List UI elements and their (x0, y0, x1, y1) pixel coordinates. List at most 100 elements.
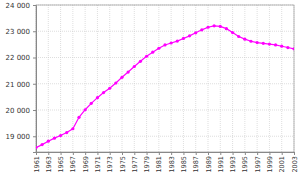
point (188, 34, 191, 37)
grid-line (85, 5, 86, 152)
x-tick-label: 1991 (217, 156, 225, 173)
point (243, 38, 246, 41)
point (237, 35, 240, 38)
point (53, 137, 56, 140)
grid (36, 5, 294, 152)
y-tick-label: 22 000 (6, 54, 31, 62)
x-tick-mark (294, 152, 295, 155)
x-tick-mark (97, 152, 98, 155)
point (77, 116, 80, 119)
x-tick: 1999 (266, 152, 274, 173)
x-tick-mark (257, 152, 258, 155)
point (249, 40, 252, 43)
point (65, 131, 68, 134)
x-tick-mark (171, 152, 172, 155)
y-tick-mark (33, 84, 36, 85)
y-tick: 23 000 (6, 28, 37, 36)
x-tick-mark (36, 152, 37, 155)
x-tick-label: 1973 (106, 156, 114, 173)
point (163, 43, 166, 46)
y-axis-line (33, 6, 37, 153)
x-tick: 1965 (57, 152, 65, 173)
x-tick-mark (233, 152, 234, 155)
x-tick-label: 1997 (254, 156, 262, 173)
point (176, 39, 179, 42)
y-tick: 22 000 (6, 54, 37, 62)
point (213, 24, 216, 27)
grid-line (171, 5, 172, 152)
y-tick: 19 000 (6, 133, 37, 141)
point (139, 60, 142, 63)
x-tick-label: 1981 (155, 156, 163, 173)
y-tick-label: 23 000 (6, 28, 31, 36)
plot: 19 00020 00021 00022 00023 00024 0001961… (6, 2, 299, 173)
x-tick-mark (122, 152, 123, 155)
x-tick-label: 1993 (229, 156, 237, 173)
x-tick-label: 1999 (266, 156, 274, 173)
x-tick: 1973 (106, 152, 114, 173)
point (84, 108, 87, 111)
point (120, 76, 123, 79)
x-tick-mark (220, 152, 221, 155)
x-tick: 1995 (241, 152, 249, 173)
x-tick-mark (196, 152, 197, 155)
y-tick-mark (33, 31, 36, 32)
point (200, 28, 203, 31)
x-tick-label: 2001 (278, 156, 286, 173)
y-tick-label: 24 000 (6, 2, 31, 10)
point (231, 31, 234, 34)
point (47, 140, 50, 143)
grid-line (48, 5, 49, 152)
x-tick-label: 1979 (143, 156, 151, 173)
x-tick-label: 1987 (192, 156, 200, 173)
point (157, 47, 160, 50)
x-tick: 1989 (205, 152, 213, 173)
point (225, 27, 228, 30)
grid-line (36, 57, 294, 58)
x-tick: 1981 (155, 152, 163, 173)
point (256, 41, 259, 44)
y-tick-label: 19 000 (6, 133, 31, 141)
x-tick-label: 1983 (168, 156, 176, 173)
x-tick-mark (245, 152, 246, 155)
y-axis: 19 000 20 000 21 000 22 000 23 000 24 000 (6, 2, 37, 153)
x-tick: 1967 (69, 152, 77, 173)
x-tick-mark (73, 152, 74, 155)
y-tick-label: 20 000 (6, 107, 31, 115)
x-tick: 1987 (192, 152, 200, 173)
grid-line (281, 5, 282, 152)
x-tick-label: 1971 (94, 156, 102, 173)
x-tick-mark (134, 152, 135, 155)
point (102, 91, 105, 94)
x-tick-label: 1995 (241, 156, 249, 173)
x-tick: 1993 (229, 152, 237, 173)
x-tick-label: 1969 (82, 156, 90, 173)
point (41, 143, 44, 146)
x-tick-mark (159, 152, 160, 155)
grid-line (158, 5, 159, 152)
y-tick-mark (33, 5, 36, 6)
point (194, 31, 197, 34)
grid-line (36, 31, 294, 32)
grid-line (134, 5, 135, 152)
point (170, 41, 173, 44)
x-tick-mark (183, 152, 184, 155)
x-tick-label: 1967 (69, 156, 77, 173)
x-tick: 1971 (94, 152, 102, 173)
point (219, 25, 222, 28)
y-tick: 21 000 (6, 80, 37, 88)
x-tick-mark (147, 152, 148, 155)
x-tick-label: 1977 (131, 156, 139, 173)
x-tick: 1983 (168, 152, 176, 173)
x-tick-label: 1965 (57, 156, 65, 173)
grid-line (146, 5, 147, 152)
y-tick-mark (33, 110, 36, 111)
grid-line (60, 5, 61, 152)
x-tick: 1969 (82, 152, 90, 173)
point (206, 26, 209, 29)
point (286, 46, 289, 49)
x-tick: 1991 (217, 152, 225, 173)
grid-line (36, 83, 294, 84)
point (90, 102, 93, 105)
point (274, 43, 277, 46)
